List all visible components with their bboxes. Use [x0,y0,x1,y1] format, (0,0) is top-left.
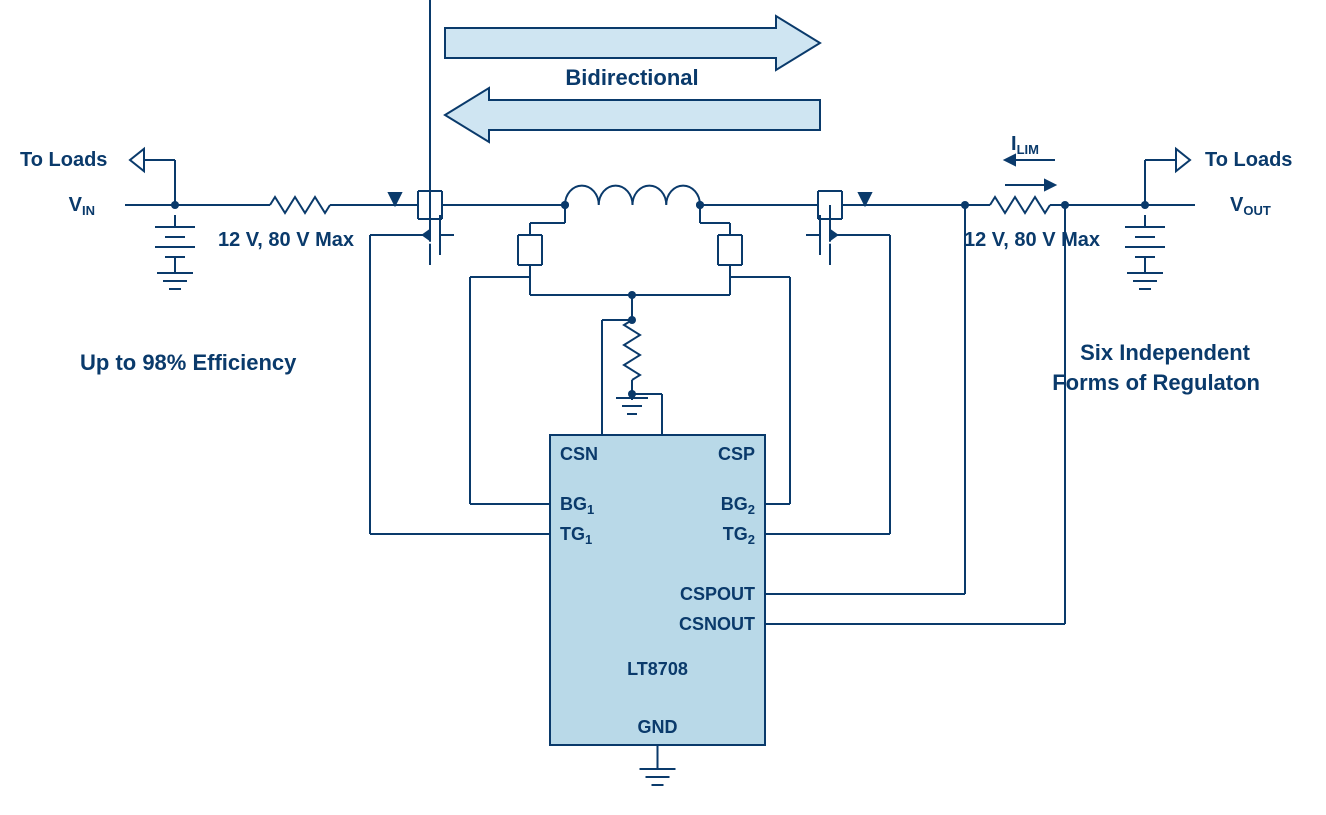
to-loads-left-label: To Loads [20,149,107,171]
svg-text:CSNOUT: CSNOUT [679,614,755,634]
ilim-label: ILIM [1011,133,1039,157]
bidirectional-label: Bidirectional [565,65,698,90]
regulation-label-1: Six Independent [1080,340,1251,365]
svg-text:GND: GND [638,717,678,737]
svg-text:CSP: CSP [718,444,755,464]
regulation-label-2: Forms of Regulaton [1052,370,1260,395]
circuit-diagram: Bidirectional VIN VOUT To Loads To Loads 12 V… [0,0,1326,815]
to-loads-right-label: To Loads [1205,149,1292,171]
vin-label: VIN [69,194,95,218]
svg-text:CSN: CSN [560,444,598,464]
rating-left-label: 12 V, 80 V Max [218,229,354,251]
vout-label: VOUT [1230,194,1271,218]
svg-text:CSPOUT: CSPOUT [680,584,755,604]
rating-right-label: 12 V, 80 V Max [964,229,1100,251]
chip-name-label: LT8708 [627,659,688,679]
efficiency-label: Up to 98% Efficiency [80,350,297,375]
